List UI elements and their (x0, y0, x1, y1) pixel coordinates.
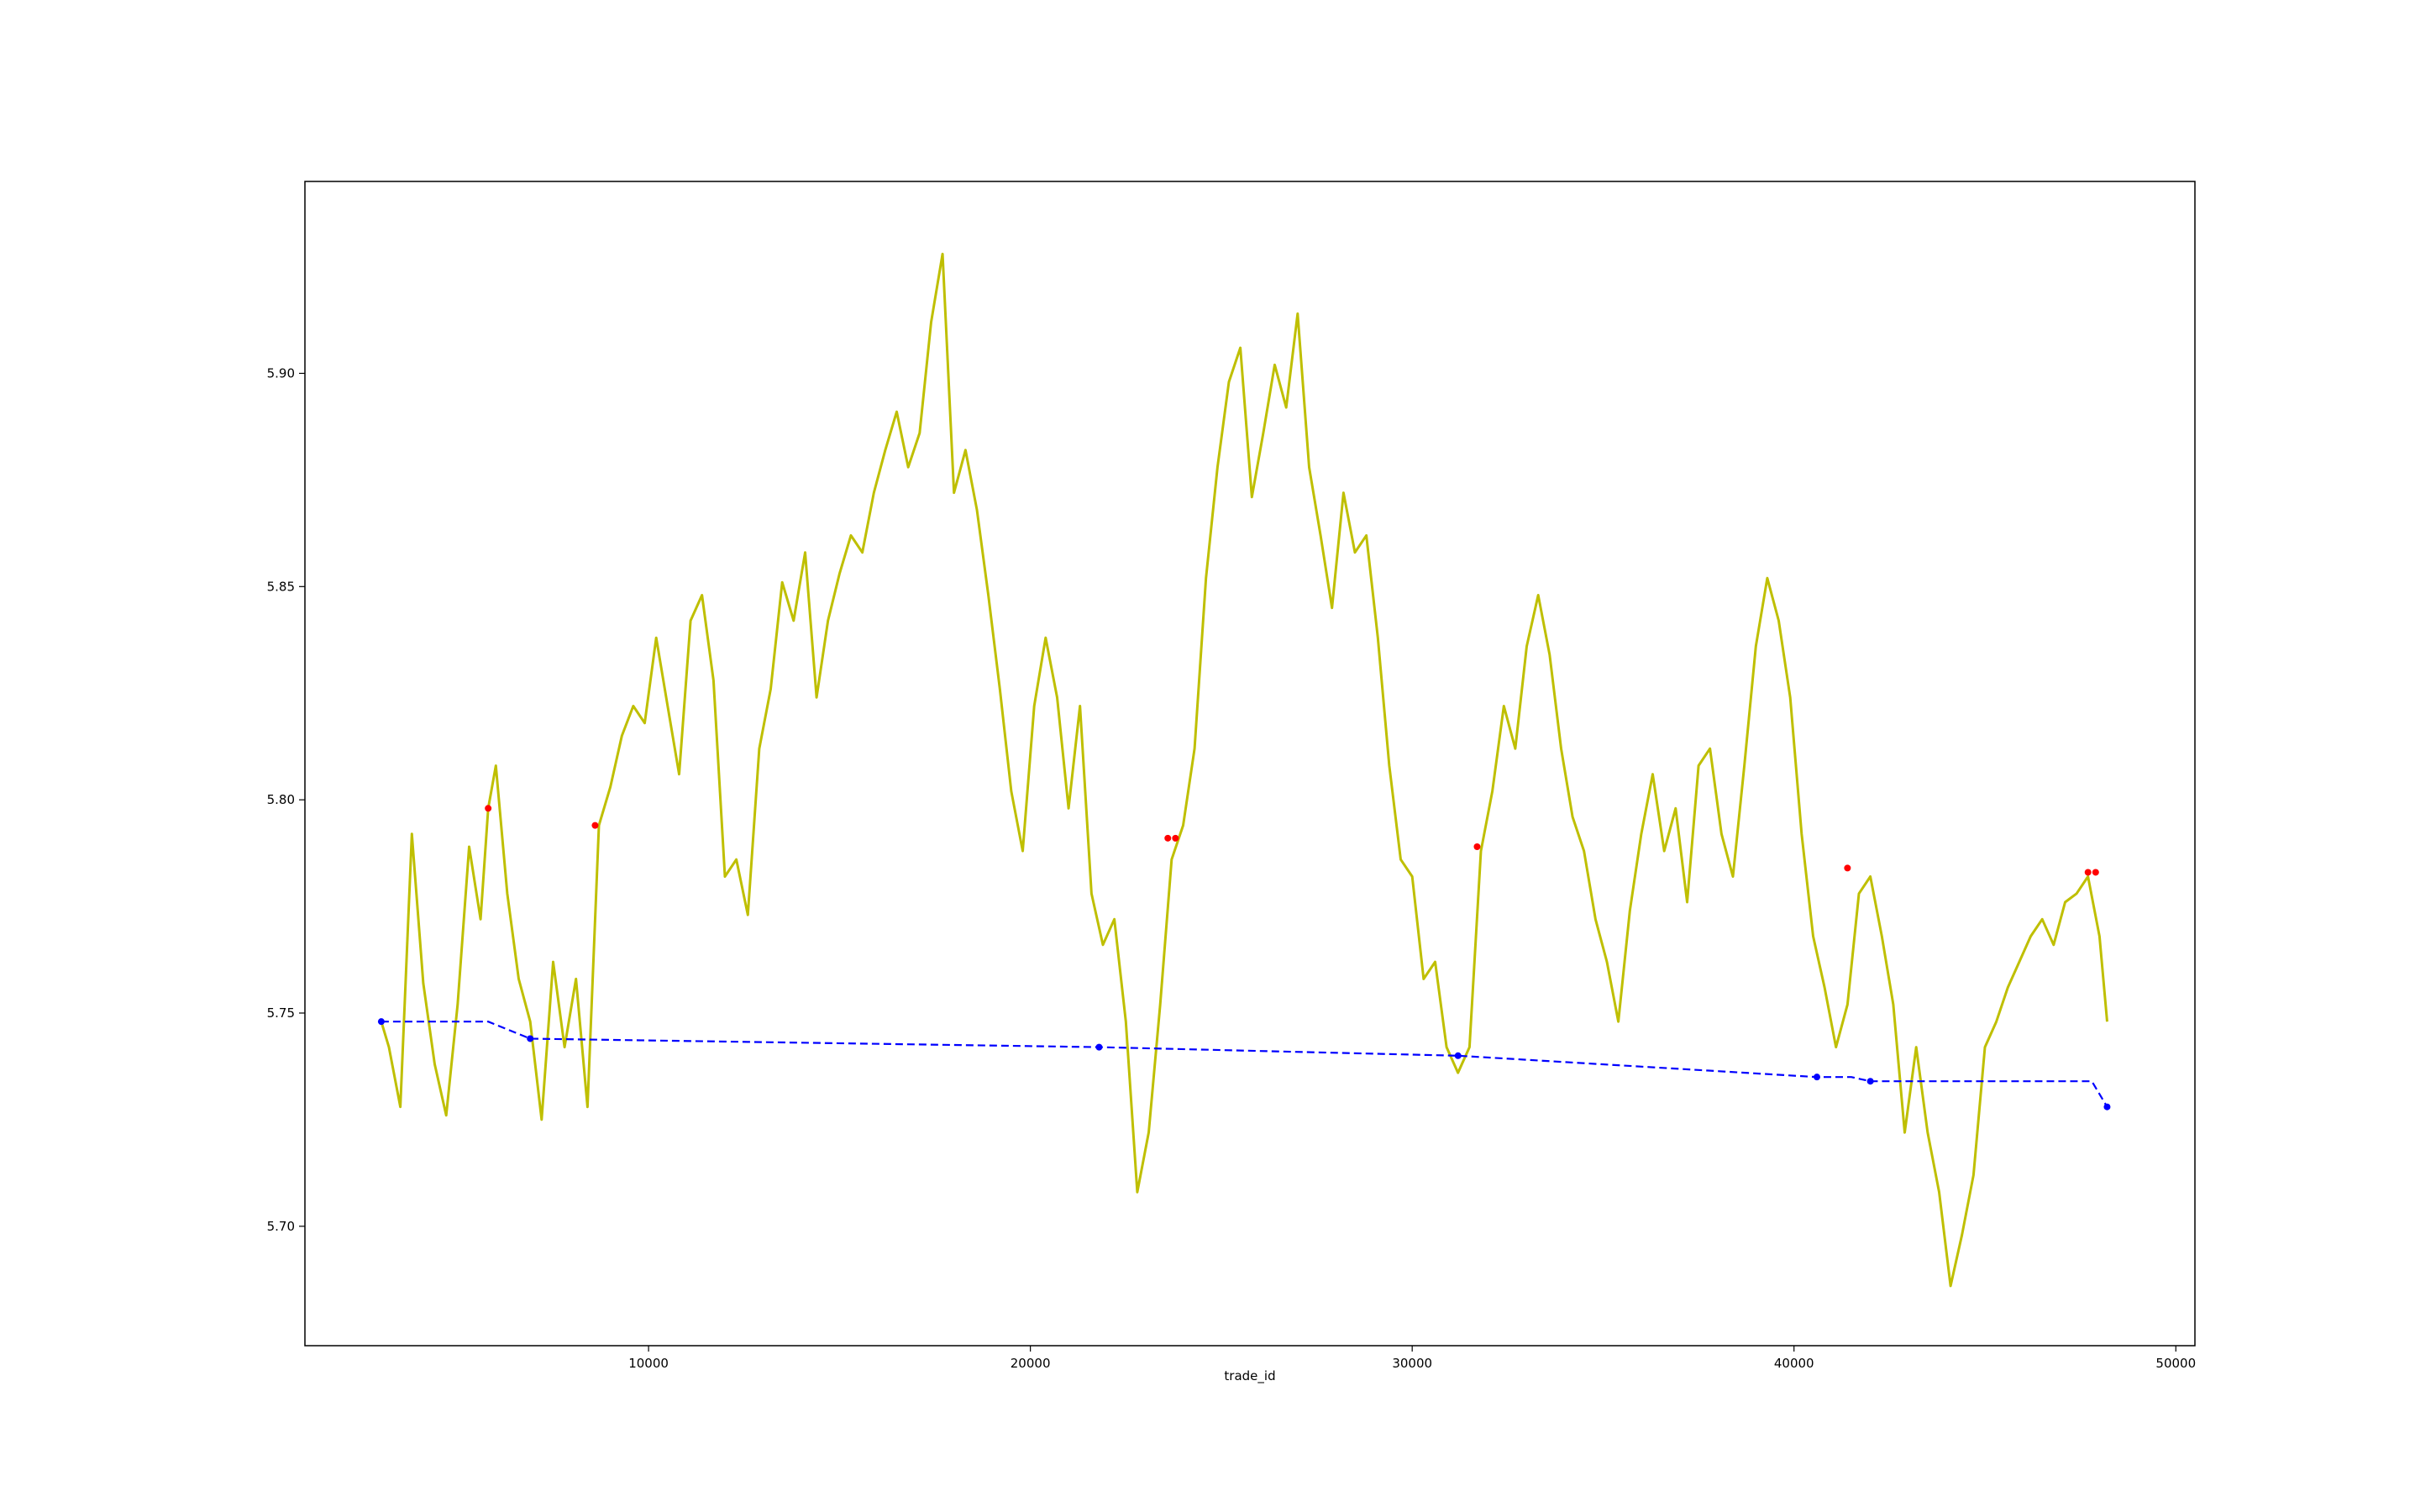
blue-marker (2103, 1103, 2111, 1110)
y-axis: 5.70 5.75 5.80 5.85 5.90 (267, 365, 305, 1234)
red-marker (2092, 869, 2099, 876)
y-tick-label: 5.85 (267, 579, 295, 594)
y-tick-label: 5.90 (267, 365, 295, 381)
red-marker (485, 805, 492, 812)
price-line (380, 252, 2108, 1288)
x-tick-label: 20000 (1011, 1356, 1051, 1371)
x-tick-label: 10000 (628, 1356, 669, 1371)
blue-marker (527, 1035, 534, 1042)
plot-area (304, 181, 2196, 1347)
series-layer (377, 252, 2111, 1288)
red-marker (1473, 843, 1481, 850)
x-tick-label: 50000 (2155, 1356, 2196, 1371)
x-tick-label: 40000 (1774, 1356, 1814, 1371)
red-marker (1172, 834, 1179, 842)
y-tick-label: 5.75 (267, 1005, 295, 1021)
blue-marker (1814, 1074, 1820, 1081)
y-tick-label: 5.80 (267, 792, 295, 807)
x-axis-label: trade_id (1224, 1368, 1275, 1384)
blue-marker (377, 1018, 385, 1026)
blue-marker (1454, 1052, 1462, 1059)
dashed-line (381, 1021, 2108, 1108)
blue-marker (1095, 1043, 1103, 1051)
y-tick-label: 5.70 (267, 1219, 295, 1234)
plot-frame (304, 181, 2196, 1347)
blue-marker (1866, 1078, 1874, 1085)
x-axis: 10000 20000 30000 40000 50000 (628, 1346, 2196, 1371)
red-marker (1164, 834, 1172, 842)
red-marker (2084, 869, 2092, 876)
x-tick-label: 30000 (1392, 1356, 1432, 1371)
red-marker (1844, 864, 1851, 872)
red-marker (591, 822, 599, 829)
